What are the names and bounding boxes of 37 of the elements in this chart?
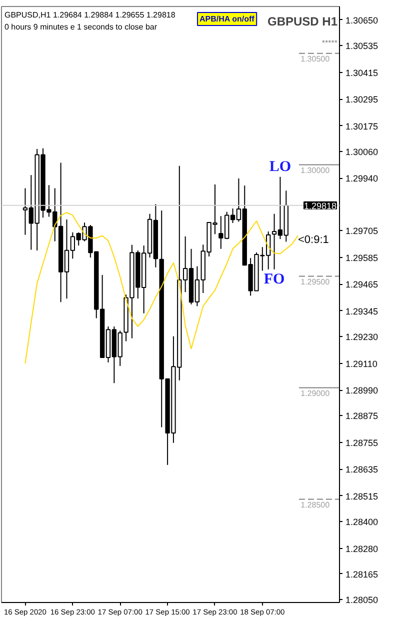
- y-tick-label: 1.30650: [346, 15, 378, 26]
- y-tick-label: 1.28515: [346, 491, 378, 502]
- ref-line-label: 1.29818: [304, 200, 337, 211]
- y-tick-label: 1.28280: [346, 544, 378, 554]
- line-series: [24, 212, 298, 364]
- annotation: FO: [264, 271, 285, 288]
- annotation: APB/HA on/off: [200, 14, 255, 24]
- annotation: *****: [322, 38, 338, 48]
- y-tick-label: 1.29110: [346, 358, 378, 369]
- ref-line-label: 1.30000: [300, 166, 330, 175]
- annotation: LO: [269, 158, 292, 175]
- ref-line-label: 1.30500: [300, 54, 330, 64]
- y-tick-label: 1.30060: [346, 146, 378, 157]
- y-tick-label: 1.30295: [346, 94, 378, 105]
- y-tick-label: 1.28400: [346, 517, 378, 528]
- y-tick-label: 1.29705: [346, 226, 378, 236]
- y-tick-label: 1.29585: [346, 252, 378, 263]
- annotation: 0 hours 9 minutes e 1 seconds to close bar: [4, 22, 158, 32]
- y-tick-label: 1.28050: [346, 595, 378, 606]
- ref-line-label: 1.29000: [300, 388, 330, 398]
- y-tick-label: 1.28755: [346, 438, 378, 448]
- y-tick-label: 1.29465: [346, 280, 378, 290]
- y-tick-label: 1.29345: [346, 306, 378, 316]
- y-tick-label: 1.28635: [346, 464, 378, 475]
- y-tick-label: 1.30175: [346, 121, 378, 132]
- annotation: <0:9:1: [298, 234, 329, 246]
- y-tick-label: 1.30535: [346, 41, 378, 52]
- y-tick-label: 1.30415: [346, 68, 378, 78]
- annotation: GBPUSD,H1 1.29684 1.29884 1.29655 1.29818: [4, 10, 176, 20]
- y-tick-label: 1.28875: [346, 411, 378, 422]
- y-tick-label: 1.28165: [346, 569, 378, 580]
- y-tick-label: 1.29230: [346, 332, 378, 342]
- y-tick-label: 1.28990: [346, 386, 378, 396]
- text: GBPUSD H1: [267, 14, 338, 28]
- ref-line-label: 1.28500: [300, 500, 330, 510]
- ref-line-label: 1.29500: [300, 277, 330, 286]
- y-tick-label: 1.29940: [346, 174, 378, 184]
